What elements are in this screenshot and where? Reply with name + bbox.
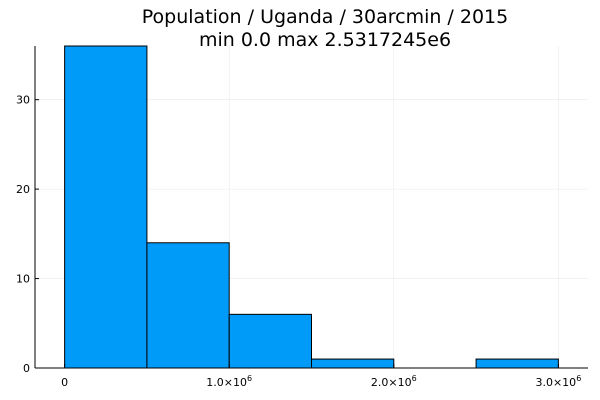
histogram-bar-5 [475, 358, 559, 369]
x-tick-exponent-1: 6 [247, 374, 252, 383]
histogram-bar-2 [228, 313, 312, 369]
y-tick-label-0: 0 [23, 362, 30, 375]
histogram-bar-1 [146, 242, 230, 369]
chart-title-line-2: min 0.0 max 2.5317245e6 [199, 29, 451, 51]
x-tick-exponent-3: 6 [576, 374, 581, 383]
histogram-bar-0 [64, 45, 148, 369]
chart-title-line-1: Population / Uganda / 30arcmin / 2015 [142, 6, 508, 28]
histogram-bars [64, 45, 559, 369]
x-tick-mantissa-0: 0 [61, 376, 68, 389]
x-tick-mantissa-3: 3.0×10 [535, 376, 576, 389]
y-tick-label-2: 20 [16, 183, 30, 196]
y-tick-label-3: 30 [16, 94, 30, 107]
x-tick-mantissa-1: 1.0×10 [206, 376, 247, 389]
x-tick-label-1: 1.0×106 [206, 374, 252, 389]
x-tick-label-3: 3.0×106 [535, 374, 581, 389]
axes [34, 46, 588, 369]
x-tick-label-2: 2.0×106 [371, 374, 417, 389]
histogram-bar-3 [311, 358, 395, 369]
y-tick-label-1: 10 [16, 273, 30, 286]
x-tick-mantissa-2: 2.0×10 [371, 376, 412, 389]
x-tick-exponent-2: 6 [412, 374, 417, 383]
x-tick-label-0: 0 [61, 376, 68, 389]
